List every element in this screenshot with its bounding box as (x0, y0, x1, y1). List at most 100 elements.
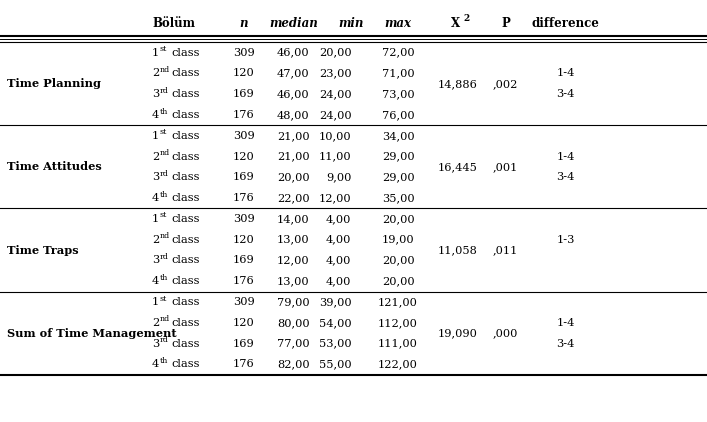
Text: 2: 2 (152, 151, 159, 162)
Text: n: n (240, 17, 248, 30)
Text: class: class (171, 48, 199, 57)
Text: class: class (171, 360, 199, 369)
Text: 77,00: 77,00 (277, 338, 310, 349)
Text: th: th (160, 357, 168, 365)
Text: Time Traps: Time Traps (7, 244, 78, 256)
Text: th: th (160, 108, 168, 116)
Text: P: P (501, 17, 510, 30)
Text: 20,00: 20,00 (382, 255, 414, 265)
Text: median: median (269, 17, 317, 30)
Text: class: class (171, 235, 199, 245)
Text: Bölüm: Bölüm (152, 17, 195, 30)
Text: 1-3: 1-3 (556, 235, 575, 245)
Text: difference: difference (532, 17, 600, 30)
Text: 111,00: 111,00 (378, 338, 418, 349)
Text: 54,00: 54,00 (319, 318, 351, 328)
Text: th: th (160, 191, 168, 199)
Text: 23,00: 23,00 (319, 68, 351, 78)
Text: 169: 169 (233, 172, 255, 182)
Text: ,000: ,000 (493, 328, 518, 338)
Text: 14,886: 14,886 (438, 79, 477, 89)
Text: 21,00: 21,00 (277, 131, 310, 141)
Text: 76,00: 76,00 (382, 110, 414, 120)
Text: 20,00: 20,00 (382, 214, 414, 224)
Text: 2: 2 (152, 235, 159, 245)
Text: 120: 120 (233, 151, 255, 162)
Text: 4: 4 (152, 110, 159, 120)
Text: 120: 120 (233, 235, 255, 245)
Text: 3-4: 3-4 (556, 89, 575, 99)
Text: 1: 1 (152, 297, 159, 307)
Text: 47,00: 47,00 (277, 68, 310, 78)
Text: 46,00: 46,00 (277, 89, 310, 99)
Text: nd: nd (160, 315, 170, 323)
Text: 22,00: 22,00 (277, 193, 310, 203)
Text: 1-4: 1-4 (556, 318, 575, 328)
Text: ,002: ,002 (493, 79, 518, 89)
Text: nd: nd (160, 232, 170, 240)
Text: 29,00: 29,00 (382, 151, 414, 162)
Text: 2: 2 (464, 14, 470, 23)
Text: 11,00: 11,00 (319, 151, 351, 162)
Text: class: class (171, 151, 199, 162)
Text: st: st (160, 128, 167, 136)
Text: nd: nd (160, 66, 170, 74)
Text: 112,00: 112,00 (378, 318, 418, 328)
Text: 120: 120 (233, 318, 255, 328)
Text: 1-4: 1-4 (556, 68, 575, 78)
Text: max: max (385, 17, 411, 30)
Text: 3: 3 (152, 338, 159, 349)
Text: 4: 4 (152, 276, 159, 286)
Text: 79,00: 79,00 (277, 297, 310, 307)
Text: 9,00: 9,00 (326, 172, 351, 182)
Text: 122,00: 122,00 (378, 360, 418, 369)
Text: 1: 1 (152, 131, 159, 141)
Text: class: class (171, 172, 199, 182)
Text: 16,445: 16,445 (438, 162, 477, 172)
Text: class: class (171, 297, 199, 307)
Text: 39,00: 39,00 (319, 297, 351, 307)
Text: 3-4: 3-4 (556, 172, 575, 182)
Text: 309: 309 (233, 297, 255, 307)
Text: class: class (171, 89, 199, 99)
Text: 13,00: 13,00 (277, 276, 310, 286)
Text: 20,00: 20,00 (277, 172, 310, 182)
Text: rd: rd (160, 87, 169, 95)
Text: 120: 120 (233, 68, 255, 78)
Text: class: class (171, 131, 199, 141)
Text: 309: 309 (233, 214, 255, 224)
Text: 12,00: 12,00 (319, 193, 351, 203)
Text: 12,00: 12,00 (277, 255, 310, 265)
Text: 176: 176 (233, 360, 255, 369)
Text: ,011: ,011 (493, 245, 518, 255)
Text: 3: 3 (152, 172, 159, 182)
Text: rd: rd (160, 253, 169, 261)
Text: 29,00: 29,00 (382, 172, 414, 182)
Text: 4: 4 (152, 193, 159, 203)
Text: class: class (171, 255, 199, 265)
Text: 4,00: 4,00 (326, 276, 351, 286)
Text: class: class (171, 318, 199, 328)
Text: 2: 2 (152, 68, 159, 78)
Text: class: class (171, 110, 199, 120)
Text: st: st (160, 295, 167, 303)
Text: 1-4: 1-4 (556, 151, 575, 162)
Text: 73,00: 73,00 (382, 89, 414, 99)
Text: 20,00: 20,00 (319, 48, 351, 57)
Text: 55,00: 55,00 (319, 360, 351, 369)
Text: 71,00: 71,00 (382, 68, 414, 78)
Text: 4,00: 4,00 (326, 214, 351, 224)
Text: 80,00: 80,00 (277, 318, 310, 328)
Text: 10,00: 10,00 (319, 131, 351, 141)
Text: 4: 4 (152, 360, 159, 369)
Text: 1: 1 (152, 48, 159, 57)
Text: 169: 169 (233, 255, 255, 265)
Text: st: st (160, 211, 167, 219)
Text: 309: 309 (233, 48, 255, 57)
Text: ,001: ,001 (493, 162, 518, 172)
Text: 13,00: 13,00 (277, 235, 310, 245)
Text: 309: 309 (233, 131, 255, 141)
Text: 46,00: 46,00 (277, 48, 310, 57)
Text: 35,00: 35,00 (382, 193, 414, 203)
Text: 2: 2 (152, 318, 159, 328)
